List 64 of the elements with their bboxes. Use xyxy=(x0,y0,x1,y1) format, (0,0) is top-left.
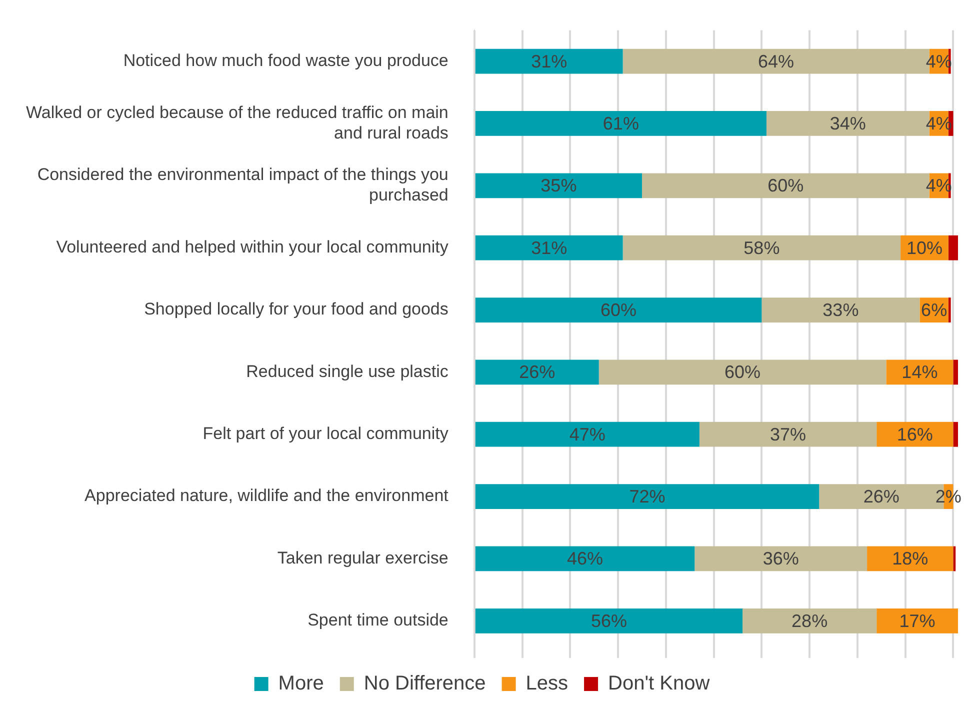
data-label: 60% xyxy=(600,300,637,320)
y-tick-label: Shopped locally for your food and goods xyxy=(144,300,448,319)
bar xyxy=(475,546,695,572)
data-label: 2% xyxy=(935,486,962,507)
data-label: 34% xyxy=(830,113,866,134)
data-label: 18% xyxy=(892,548,928,569)
data-label: 37% xyxy=(770,424,806,444)
y-tick-label: Appreciated nature, wildlife and the environment xyxy=(84,486,449,506)
legend-label: No Difference xyxy=(364,672,486,695)
data-label: 56% xyxy=(590,610,627,631)
data-label: 61% xyxy=(602,113,639,134)
data-label: 31% xyxy=(531,51,568,72)
data-label: 6% xyxy=(921,300,948,320)
data-label: 46% xyxy=(567,548,604,569)
y-tick-label: Spent time outside xyxy=(308,610,448,630)
bar xyxy=(475,608,743,634)
data-label: 35% xyxy=(540,176,577,196)
bar xyxy=(876,608,958,634)
bar xyxy=(948,298,951,322)
bar xyxy=(953,546,956,572)
data-label: 14% xyxy=(902,362,938,382)
bar xyxy=(694,546,868,572)
bar xyxy=(742,608,877,634)
bar xyxy=(699,422,877,447)
y-tick-label: Noticed how much food waste you produce xyxy=(123,50,448,70)
bar xyxy=(475,484,820,509)
y-tick-label: Walked or cycled because of the reduced traffic on main and rural roads xyxy=(26,102,448,142)
data-label: 26% xyxy=(519,362,556,382)
data-label: 36% xyxy=(762,548,799,569)
bar xyxy=(475,298,762,322)
data-label: 47% xyxy=(569,424,606,444)
y-tick-label: Felt part of your local community xyxy=(202,424,449,444)
legend-label: Less xyxy=(526,672,568,695)
y-tick-label: Taken regular exercise xyxy=(277,548,448,568)
bar xyxy=(475,235,623,260)
data-label: 26% xyxy=(863,486,900,507)
y-tick-label: Considered the environmental impact of the things you purchased xyxy=(37,165,448,205)
data-label: 31% xyxy=(531,238,568,258)
bar xyxy=(762,298,920,322)
bar xyxy=(475,48,623,74)
data-label: 64% xyxy=(758,51,794,72)
bar xyxy=(953,422,958,447)
bar xyxy=(475,111,766,136)
data-label: 33% xyxy=(822,300,859,320)
data-label: 28% xyxy=(792,610,828,631)
bar xyxy=(622,235,901,260)
data-label: 10% xyxy=(906,238,942,258)
data-label: 60% xyxy=(768,176,804,196)
bar xyxy=(876,422,954,447)
bar xyxy=(953,360,958,385)
data-label: 72% xyxy=(629,486,666,507)
bar xyxy=(475,360,599,385)
bar xyxy=(598,360,886,385)
data-label: 17% xyxy=(899,610,936,631)
data-label: 58% xyxy=(744,238,780,258)
legend-label: Don't Know xyxy=(608,672,710,695)
data-label: 16% xyxy=(896,424,933,444)
data-label: 60% xyxy=(724,362,761,382)
legend-label: More xyxy=(278,672,324,695)
bar xyxy=(475,173,642,198)
bar xyxy=(948,235,958,260)
y-tick-label: Reduced single use plastic xyxy=(246,362,449,381)
y-tick-label: Volunteered and helped within your local community xyxy=(56,238,449,257)
bar xyxy=(475,422,700,447)
